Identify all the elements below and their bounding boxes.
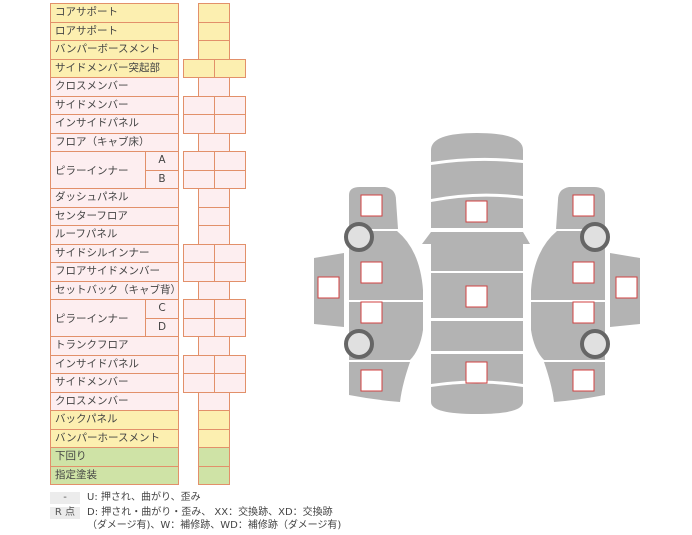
row-label: ピラーインナー [50, 151, 146, 189]
legend-text: D: 押され・曲がり・歪み、 XX：交換跡、XD：交換跡 [87, 507, 333, 518]
row-label: バックパネル [50, 410, 179, 430]
row-label: バンパーボースメント [50, 40, 179, 60]
wheel-icon [344, 222, 374, 252]
row-label: サイドシルインナー [50, 243, 179, 263]
damage-marker[interactable] [465, 200, 488, 223]
row-label: ピラーインナー [50, 299, 146, 337]
damage-marker[interactable] [572, 369, 595, 392]
legend-key: R 点 [50, 507, 80, 519]
row-label: フロア（キャブ床） [50, 132, 179, 152]
damage-marker[interactable] [360, 194, 383, 217]
damage-marker[interactable] [465, 285, 488, 308]
legend-key: - [50, 492, 80, 504]
car-top-view [422, 133, 530, 414]
legend-text: （ダメージ有)、W：補修跡、WD：補修跡（ダメージ有) [87, 520, 342, 531]
damage-marker[interactable] [572, 301, 595, 324]
damage-marker[interactable] [317, 276, 340, 299]
input-cell-right[interactable] [214, 169, 246, 189]
input-cell-right[interactable] [214, 373, 246, 393]
input-cell-right[interactable] [214, 317, 246, 337]
wheel-icon [344, 329, 374, 359]
row-label: クロスメンバー [50, 77, 179, 97]
input-cell-right[interactable] [214, 58, 246, 78]
wheel-icon [580, 222, 610, 252]
input-cell-right[interactable] [214, 262, 246, 282]
row-label: サイドメンバー [50, 95, 179, 115]
input-cell[interactable] [198, 465, 230, 485]
row-label: フロアサイドメンバー [50, 262, 179, 282]
damage-marker[interactable] [465, 361, 488, 384]
row-sublabel: C [145, 299, 179, 319]
row-label: インサイドパネル [50, 114, 179, 134]
legend-text: U: 押され、曲がり、歪み [87, 492, 201, 503]
damage-marker[interactable] [360, 301, 383, 324]
row-label: バンパーホースメント [50, 428, 179, 448]
damage-marker[interactable] [360, 369, 383, 392]
damage-marker[interactable] [572, 261, 595, 284]
row-sublabel: A [145, 151, 179, 171]
row-label: センターフロア [50, 206, 179, 226]
damage-marker[interactable] [615, 276, 638, 299]
wheels [344, 222, 610, 359]
wheel-icon [580, 329, 610, 359]
row-label: サイドメンバー突起部 [50, 58, 179, 78]
damage-marker[interactable] [572, 194, 595, 217]
input-cell-right[interactable] [214, 114, 246, 134]
row-label: 指定塗装 [50, 465, 179, 485]
damage-marker[interactable] [360, 261, 383, 284]
row-label: クロスメンバー [50, 391, 179, 411]
